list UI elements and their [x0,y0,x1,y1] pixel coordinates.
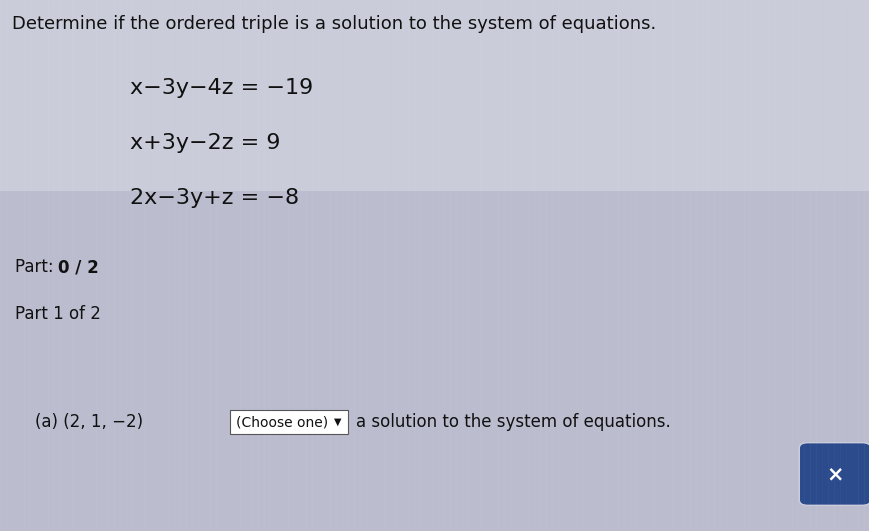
Text: ×: × [826,464,844,484]
FancyBboxPatch shape [0,191,869,531]
FancyBboxPatch shape [230,410,348,434]
Text: x−3y−4z = −19: x−3y−4z = −19 [130,78,313,98]
Text: x+3y−2z = 9: x+3y−2z = 9 [130,133,281,153]
Text: (Choose one): (Choose one) [236,415,328,429]
Text: 0 / 2: 0 / 2 [58,258,99,276]
FancyBboxPatch shape [0,248,869,286]
Text: Determine if the ordered triple is a solution to the system of equations.: Determine if the ordered triple is a sol… [12,15,656,33]
Text: Part 1 of 2: Part 1 of 2 [15,305,101,323]
Text: a solution to the system of equations.: a solution to the system of equations. [356,413,671,431]
Text: Part:: Part: [15,258,59,276]
FancyBboxPatch shape [0,295,869,333]
Text: ▼: ▼ [334,417,342,427]
Text: (a) (2, 1, −2): (a) (2, 1, −2) [35,413,143,431]
FancyBboxPatch shape [799,443,869,506]
Text: 2x−3y+z = −8: 2x−3y+z = −8 [130,188,299,208]
